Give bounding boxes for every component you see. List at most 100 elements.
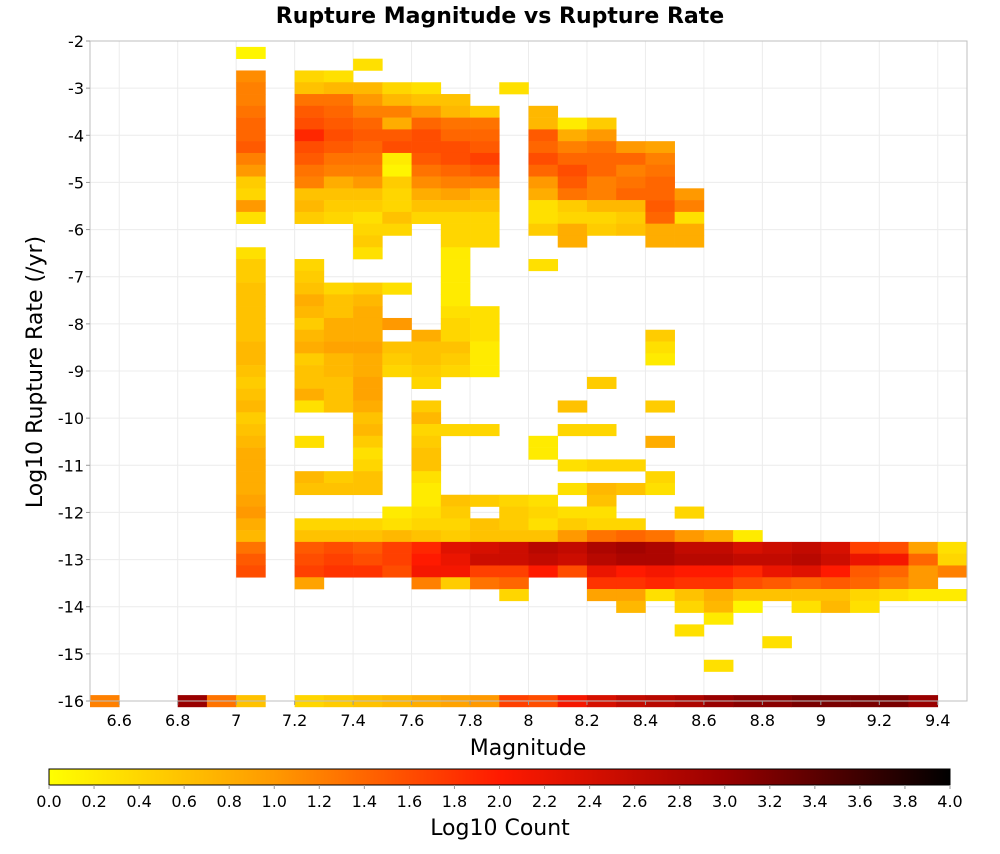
heatmap-cell bbox=[236, 176, 266, 189]
heatmap-cell bbox=[382, 164, 412, 177]
heatmap-cell bbox=[323, 471, 354, 484]
heatmap-cell bbox=[470, 424, 500, 437]
heatmap-cell bbox=[791, 541, 822, 554]
heatmap-cell bbox=[645, 435, 675, 448]
heatmap-cell bbox=[236, 105, 266, 118]
heatmap-cell bbox=[557, 223, 588, 236]
heatmap-cell bbox=[645, 188, 675, 201]
heatmap-cell bbox=[616, 176, 646, 189]
heatmap-cell bbox=[850, 589, 880, 602]
heatmap-cell bbox=[791, 600, 822, 613]
heatmap-cell bbox=[528, 105, 559, 118]
heatmap-cell bbox=[499, 577, 529, 590]
heatmap-cell bbox=[645, 200, 675, 213]
heatmap-cell bbox=[528, 117, 559, 130]
heatmap-cell bbox=[440, 152, 471, 166]
heatmap-cell bbox=[382, 117, 412, 130]
heatmap-cell bbox=[411, 376, 442, 389]
heatmap-cell bbox=[353, 200, 383, 213]
heatmap-cell bbox=[703, 600, 734, 613]
heatmap-cell bbox=[499, 541, 529, 554]
heatmap-cell bbox=[382, 129, 412, 142]
heatmap-cell bbox=[674, 624, 705, 637]
heatmap-cell bbox=[294, 353, 325, 366]
heatmap-cell bbox=[557, 506, 588, 519]
x-tick-label: 8.4 bbox=[633, 711, 658, 730]
heatmap-cell bbox=[323, 211, 354, 224]
heatmap-cell bbox=[411, 341, 442, 354]
heatmap-cell bbox=[733, 530, 763, 543]
heatmap-cell bbox=[528, 223, 559, 236]
x-tick-label: 8.2 bbox=[574, 711, 599, 730]
heatmap-cell bbox=[382, 200, 412, 213]
heatmap-cell bbox=[616, 188, 646, 201]
heatmap-cell bbox=[879, 589, 909, 602]
y-tick-label: -6 bbox=[68, 221, 84, 240]
heatmap-cell bbox=[586, 553, 617, 566]
heatmap-cell bbox=[762, 589, 792, 602]
heatmap-cell bbox=[411, 188, 442, 201]
heatmap-cell bbox=[294, 259, 325, 272]
heatmap-cells bbox=[90, 46, 968, 708]
heatmap-cell bbox=[236, 200, 266, 213]
heatmap-cell bbox=[586, 494, 617, 507]
heatmap-cell bbox=[440, 282, 471, 295]
y-tick-label: -9 bbox=[68, 362, 84, 381]
heatmap-cell bbox=[353, 388, 383, 401]
y-tick-label: -11 bbox=[58, 456, 84, 475]
heatmap-cell bbox=[323, 365, 354, 378]
heatmap-cell bbox=[820, 565, 851, 578]
heatmap-cell bbox=[703, 577, 734, 590]
heatmap-cell bbox=[499, 506, 529, 519]
chart-title: Rupture Magnitude vs Rupture Rate bbox=[276, 4, 724, 29]
heatmap-cell bbox=[762, 565, 792, 578]
heatmap-cell bbox=[470, 541, 500, 554]
heatmap-cell bbox=[236, 424, 266, 437]
heatmap-cell bbox=[353, 235, 383, 248]
heatmap-cell bbox=[236, 129, 266, 142]
heatmap-cell bbox=[586, 565, 617, 578]
heatmap-cell bbox=[382, 176, 412, 189]
heatmap-cell bbox=[294, 365, 325, 378]
heatmap-cell bbox=[703, 589, 734, 602]
x-tick-label: 6.6 bbox=[107, 711, 132, 730]
heatmap-cell bbox=[586, 506, 617, 519]
heatmap-cell bbox=[382, 506, 412, 519]
heatmap-cell bbox=[616, 541, 646, 554]
heatmap-cell bbox=[645, 329, 675, 342]
heatmap-cell bbox=[294, 471, 325, 484]
heatmap-cell bbox=[528, 553, 559, 566]
heatmap-cell bbox=[353, 376, 383, 389]
heatmap-cell bbox=[586, 141, 617, 154]
heatmap-cell bbox=[791, 553, 822, 566]
colorbar-tick-label: 3.4 bbox=[802, 792, 827, 811]
heatmap-cell bbox=[236, 270, 266, 283]
heatmap-cell bbox=[733, 565, 763, 578]
heatmap-cell bbox=[323, 541, 354, 554]
heatmap-cell bbox=[236, 388, 266, 401]
heatmap-cell bbox=[557, 141, 588, 154]
colorbar-tick-label: 0.6 bbox=[171, 792, 196, 811]
heatmap-cell bbox=[908, 577, 939, 590]
heatmap-cell bbox=[850, 541, 880, 554]
heatmap-cell bbox=[674, 600, 705, 613]
heatmap-cell bbox=[733, 577, 763, 590]
heatmap-cell bbox=[353, 471, 383, 484]
heatmap-cell bbox=[294, 129, 325, 142]
heatmap-cell bbox=[440, 247, 471, 260]
heatmap-cell bbox=[470, 565, 500, 578]
heatmap-cell bbox=[323, 141, 354, 154]
heatmap-cell bbox=[557, 200, 588, 213]
heatmap-cell bbox=[850, 600, 880, 613]
heatmap-cell bbox=[236, 553, 266, 566]
heatmap-cell bbox=[353, 282, 383, 295]
heatmap-cell bbox=[557, 553, 588, 566]
heatmap-cell bbox=[528, 565, 559, 578]
heatmap-cell bbox=[323, 341, 354, 354]
heatmap-cell bbox=[470, 306, 500, 319]
colorbar-tick-label: 2.8 bbox=[667, 792, 692, 811]
y-tick-label: -8 bbox=[68, 315, 84, 334]
heatmap-cell bbox=[294, 141, 325, 154]
heatmap-cell bbox=[411, 164, 442, 177]
x-tick-label: 8.8 bbox=[750, 711, 775, 730]
